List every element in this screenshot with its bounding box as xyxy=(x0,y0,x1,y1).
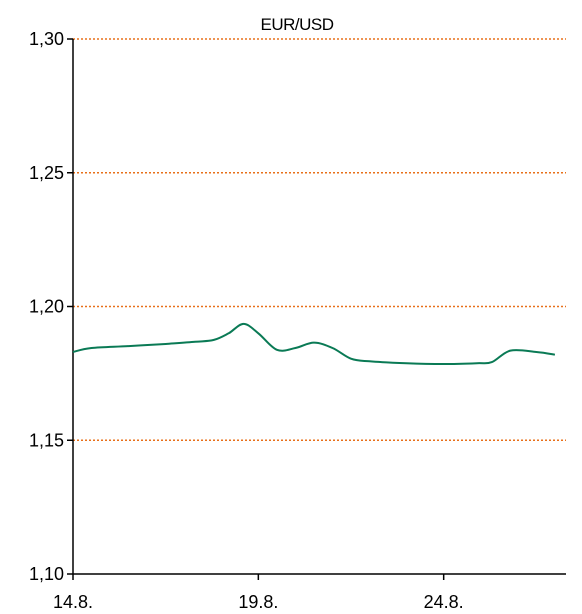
series-line-eurusd xyxy=(72,322,556,366)
x-axis-ticks: 14.8. 19.8. 24.8. xyxy=(53,574,464,612)
x-tick-label-0: 14.8. xyxy=(53,592,93,612)
y-tick-label-3: 1,25 xyxy=(29,163,64,183)
chart-title: EUR/USD xyxy=(260,15,333,34)
y-tick-label-4: 1,30 xyxy=(29,29,64,49)
x-tick-label-1: 19.8. xyxy=(238,592,278,612)
y-tick-label-1: 1,15 xyxy=(29,430,64,450)
y-tick-label-0: 1,10 xyxy=(29,564,64,584)
grid-lines xyxy=(73,38,566,441)
y-tick-label-2: 1,20 xyxy=(29,297,64,317)
x-tick-label-2: 24.8. xyxy=(424,592,464,612)
y-axis-ticks: 1,10 1,15 1,20 1,25 1,30 xyxy=(29,29,73,584)
